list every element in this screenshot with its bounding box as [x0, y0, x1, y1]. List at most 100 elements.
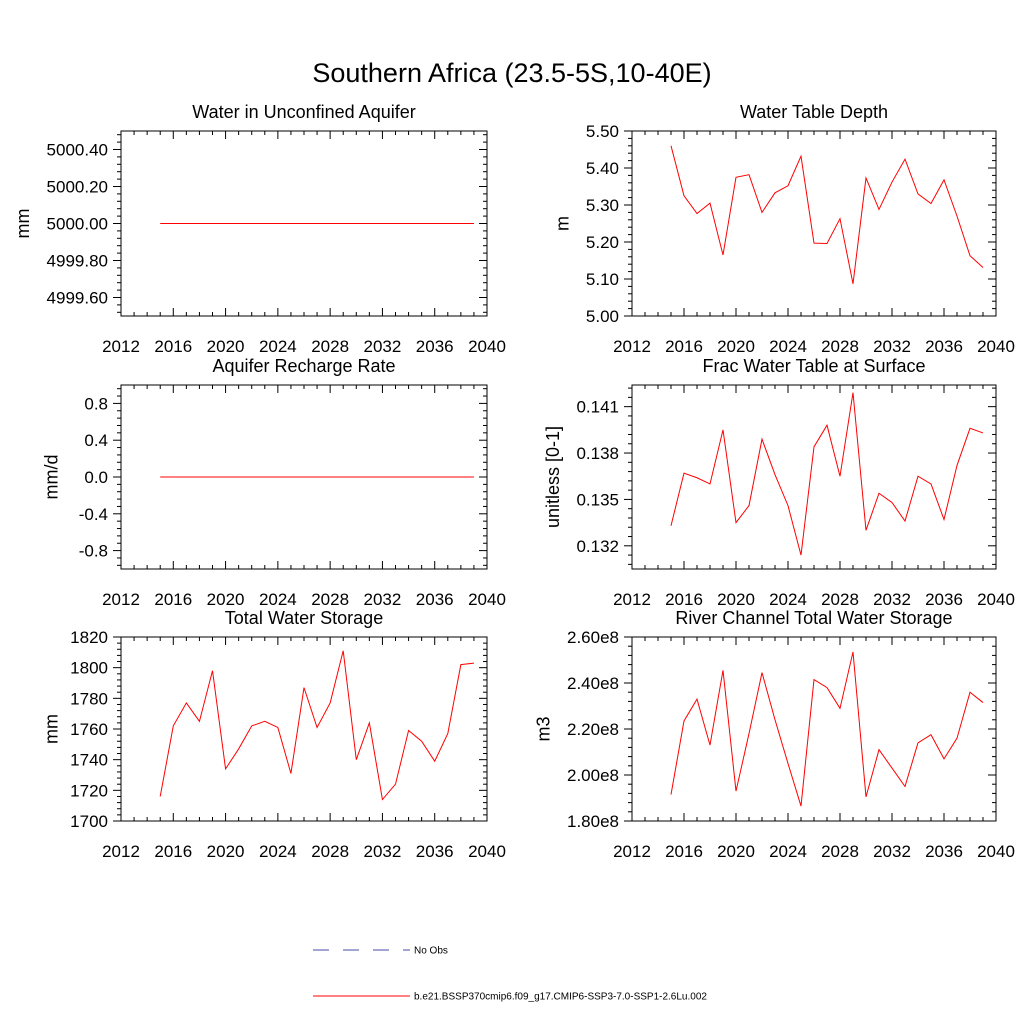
legend: No Obs b.e21.BSSP370cmip6.f09_g17.CMIP6-…	[313, 946, 707, 1003]
y-tick-label: 4999.60	[47, 289, 108, 308]
y-tick-label: 5000.40	[47, 141, 108, 160]
panel-water-in-unconfined-aquifer: 2012 2016 2020 2024 2028 2032 2036 2040 4999.60 4…	[13, 102, 506, 356]
x-tick-label: 2032	[873, 337, 911, 356]
legend-label-no-obs: No Obs	[414, 946, 448, 957]
panel-water-table-depth: 2012 2016 2020 2024 2028 2032 2036 2040 5.00 5.10…	[553, 102, 1015, 356]
x-tick-label: 2032	[364, 337, 402, 356]
y-tick-label: 0.141	[576, 398, 619, 417]
series-line	[159, 650, 474, 801]
x-tick-label: 2024	[769, 842, 807, 861]
y-tick-label: 2.60e8	[567, 628, 619, 647]
plot-frame	[631, 130, 997, 317]
panel-river-channel-total-water-storage: 2012 2016 2020 2024 2028 2032 2036 2040 1.80e8 2.…	[533, 608, 1015, 861]
x-tick-label: 2036	[925, 842, 963, 861]
y-tick-label: -0.8	[79, 542, 108, 561]
panels: 2012 2016 2020 2024 2028 2032 2036 2040 4999.60 4…	[13, 102, 1015, 861]
y-tick-label: 1800	[70, 659, 108, 678]
x-tick-label: 2024	[769, 590, 807, 609]
x-tick-label: 2028	[821, 842, 859, 861]
x-tick-label: 2040	[468, 590, 506, 609]
panel-title: River Channel Total Water Storage	[675, 608, 952, 628]
x-tick-label: 2016	[665, 842, 703, 861]
x-tick-label: 2036	[925, 590, 963, 609]
y-tick-label: 2.40e8	[567, 674, 619, 693]
x-tick-label: 2032	[873, 590, 911, 609]
y-tick-label: 1700	[70, 812, 108, 831]
x-tick-label: 2032	[364, 590, 402, 609]
y-tick-label: 1820	[70, 628, 108, 647]
series-line	[670, 392, 984, 556]
x-tick-label: 2020	[207, 590, 245, 609]
x-tick-label: 2040	[468, 842, 506, 861]
y-tick-label: 0.132	[576, 537, 619, 556]
y-tick-label: -0.4	[79, 505, 108, 524]
legend-label-model-run: b.e21.BSSP370cmip6.f09_g17.CMIP6-SSP3-7.…	[414, 992, 707, 1003]
x-tick-label: 2032	[873, 842, 911, 861]
y-axis-label: mm	[13, 209, 33, 239]
y-tick-label: 1740	[70, 751, 108, 770]
y-axis-label: m	[553, 216, 573, 231]
x-tick-label: 2020	[717, 842, 755, 861]
y-tick-label: 5.40	[586, 159, 619, 178]
x-tick-label: 2016	[154, 337, 192, 356]
x-tick-label: 2012	[613, 590, 651, 609]
x-tick-label: 2040	[977, 590, 1015, 609]
figure-title: Southern Africa (23.5-5S,10-40E)	[312, 58, 711, 88]
plot-frame	[631, 636, 997, 822]
series-line	[670, 651, 984, 807]
x-tick-label: 2032	[364, 842, 402, 861]
y-tick-label: 5.50	[586, 122, 619, 141]
y-tick-label: 2.20e8	[567, 720, 619, 739]
y-tick-label: 5.00	[586, 307, 619, 326]
x-tick-label: 2036	[416, 337, 454, 356]
x-tick-label: 2012	[102, 590, 140, 609]
y-tick-label: 4999.80	[47, 252, 108, 271]
x-tick-label: 2028	[311, 590, 349, 609]
y-tick-label: 0.8	[84, 394, 108, 413]
x-tick-label: 2016	[154, 842, 192, 861]
y-axis-label: m3	[533, 716, 553, 741]
y-tick-label: 1760	[70, 720, 108, 739]
x-tick-label: 2020	[207, 842, 245, 861]
x-tick-label: 2040	[977, 337, 1015, 356]
x-tick-label: 2020	[717, 337, 755, 356]
x-tick-label: 2028	[311, 842, 349, 861]
y-tick-label: 0.135	[576, 490, 619, 509]
y-tick-label: 1720	[70, 781, 108, 800]
panel-title: Water Table Depth	[740, 102, 888, 122]
panel-title: Frac Water Table at Surface	[702, 356, 925, 376]
y-tick-label: 1780	[70, 689, 108, 708]
x-tick-label: 2024	[769, 337, 807, 356]
x-tick-label: 2036	[416, 590, 454, 609]
panel-frac-water-table-at-surface: 2012 2016 2020 2024 2028 2032 2036 2040 0.132 0.1…	[543, 356, 1015, 609]
x-tick-label: 2024	[259, 590, 297, 609]
y-tick-label: 0.138	[576, 444, 619, 463]
y-axis-label: mm/d	[42, 455, 62, 500]
y-tick-label: 5.20	[586, 233, 619, 252]
legend-item-model-run: b.e21.BSSP370cmip6.f09_g17.CMIP6-SSP3-7.…	[313, 992, 707, 1003]
x-tick-label: 2020	[717, 590, 755, 609]
panel-title: Aquifer Recharge Rate	[212, 356, 395, 376]
series-line	[670, 145, 984, 284]
panel-title: Water in Unconfined Aquifer	[192, 102, 415, 122]
x-tick-label: 2012	[613, 842, 651, 861]
x-tick-label: 2036	[925, 337, 963, 356]
y-tick-label: 1.80e8	[567, 812, 619, 831]
x-tick-label: 2024	[259, 842, 297, 861]
x-tick-label: 2016	[154, 590, 192, 609]
panel-title: Total Water Storage	[225, 608, 383, 628]
x-tick-label: 2012	[613, 337, 651, 356]
x-tick-label: 2028	[311, 337, 349, 356]
x-tick-label: 2016	[665, 337, 703, 356]
x-tick-label: 2016	[665, 590, 703, 609]
x-tick-label: 2036	[416, 842, 454, 861]
x-tick-label: 2040	[977, 842, 1015, 861]
x-tick-label: 2020	[207, 337, 245, 356]
panel-total-water-storage: 2012 2016 2020 2024 2028 2032 2036 2040 1700 1720…	[42, 608, 506, 861]
panel-aquifer-recharge-rate: 2012 2016 2020 2024 2028 2032 2036 2040 -0.8 -0.4…	[42, 356, 506, 609]
y-tick-label: 5.30	[586, 196, 619, 215]
y-tick-label: 5000.00	[47, 215, 108, 234]
y-tick-label: 2.00e8	[567, 766, 619, 785]
y-tick-label: 5.10	[586, 270, 619, 289]
